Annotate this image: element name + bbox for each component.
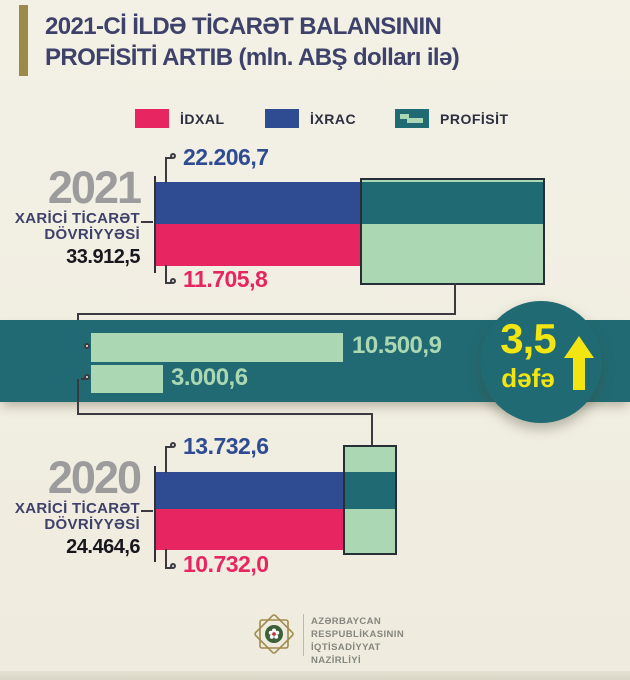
connector-2021-ixrac-v	[165, 158, 167, 183]
connector-profit2021-down	[454, 283, 456, 315]
legend-label-profisit: PROFİSİT	[440, 110, 509, 127]
page-title-line1: 2021-Cİ İLDƏ TİCARƏT BALANSININ	[45, 13, 442, 40]
ministry-name-line1: AZƏRBAYCAN	[311, 616, 382, 627]
page-title-line2: PROFİSİTİ ARTIB (mln. ABŞ dolları ilə)	[45, 44, 460, 71]
profit-value-2020: 3.000,6	[171, 364, 248, 391]
axis-2021	[154, 176, 156, 273]
axis-2020	[154, 466, 156, 562]
legend-item-idxal: İDXAL	[135, 109, 225, 128]
connector-profit2020-stub	[81, 378, 87, 380]
ministry-name-line4: NAZİRLİYİ	[311, 655, 362, 666]
bottom-strip	[0, 671, 630, 680]
year-column-2021: 2021 XARİCİ TİCARƏT DÖVRİYYƏSİ 33.912,5	[0, 162, 142, 269]
profit-band: 10.500,9 3.000,6	[0, 320, 630, 402]
value-2020-idxal: 10.732,0	[183, 551, 269, 577]
profit-overlay-2020-teal-band	[345, 472, 395, 509]
multiplier-badge: 3,5 dəfə	[480, 301, 602, 423]
connector-profit2020-across	[77, 413, 373, 415]
connector-dot-profit-2021	[84, 343, 90, 349]
connector-profit2020-drop	[77, 379, 79, 415]
profisit-glyph-small-bar	[400, 114, 409, 119]
value-2020-ixrac: 13.732,6	[183, 433, 269, 459]
year-column-2020: 2020 XARİCİ TİCARƏT DÖVRİYYƏSİ 24.464,6	[0, 452, 142, 559]
turnover-label-2020-line1: XARİCİ TİCARƏT	[14, 500, 140, 517]
connector-dot-2020-idxal	[170, 563, 176, 569]
profisit-glyph-long-bar	[407, 118, 423, 123]
value-2021-idxal: 11.705,8	[183, 266, 268, 292]
connector-dot-2020-ixrac	[170, 442, 176, 448]
profit-overlay-2021-teal-band	[362, 182, 543, 224]
idxal-swatch-icon	[135, 109, 169, 128]
connector-profit2020-down	[371, 413, 373, 447]
connector-2020-ixrac-v	[165, 447, 167, 473]
footer-divider	[303, 614, 304, 656]
legend-label-ixrac: İXRAC	[310, 110, 357, 127]
profit-value-2021: 10.500,9	[352, 332, 442, 359]
profit-overlay-2020	[343, 445, 397, 555]
bar-2021-idxal	[156, 224, 360, 266]
profisit-swatch-icon	[395, 109, 429, 128]
year-2020: 2020	[47, 452, 142, 503]
turnover-label-2021-line1: XARİCİ TİCARƏT	[14, 210, 140, 227]
label-dash-2021	[141, 221, 153, 223]
profit-bar-2020	[91, 365, 163, 393]
connector-profit2021-across	[77, 313, 456, 315]
connector-2021-ixrac-h	[165, 157, 172, 159]
legend-label-idxal: İDXAL	[180, 110, 225, 127]
ministry-name-line3: İQTİSADİYYAT	[311, 642, 381, 653]
value-2021-ixrac: 22.206,7	[183, 144, 269, 170]
connector-dot-profit-2020	[84, 374, 90, 380]
turnover-total-2021: 33.912,5	[66, 246, 140, 268]
title-accent-bar	[19, 5, 28, 76]
connector-2021-idxal-h	[165, 282, 172, 284]
connector-2020-idxal-h	[165, 567, 172, 569]
legend-item-ixrac: İXRAC	[265, 109, 356, 128]
up-arrow-icon	[564, 336, 594, 390]
ministry-emblem-icon	[254, 614, 294, 654]
turnover-label-2020-line2: DÖVRİYYƏSİ	[44, 516, 140, 533]
connector-dot-2021-idxal	[170, 278, 176, 284]
legend-item-profisit: PROFİSİT	[395, 109, 509, 128]
multiplier-unit: dəfə	[501, 363, 555, 393]
turnover-label-2021-line2: DÖVRİYYƏSİ	[44, 226, 140, 243]
connector-2021-idxal-v	[165, 265, 167, 284]
connector-2020-idxal-v	[165, 549, 167, 569]
year-2021: 2021	[47, 162, 142, 213]
connector-dot-2021-ixrac	[170, 153, 176, 159]
profit-overlay-2021	[360, 178, 545, 285]
bar-2020-idxal	[156, 509, 343, 550]
multiplier-value: 3,5	[500, 315, 556, 362]
connector-2020-ixrac-h	[165, 446, 172, 448]
page-title: 2021-Cİ İLDƏ TİCARƏT BALANSININ PROFİSİT…	[45, 11, 605, 73]
ministry-name-line2: RESPUBLİKASININ	[311, 629, 405, 640]
turnover-total-2020: 24.464,6	[66, 536, 140, 558]
profit-bar-2021	[91, 333, 343, 362]
ixrac-swatch-icon	[265, 109, 299, 128]
label-dash-2020	[141, 510, 153, 512]
ministry-name: AZƏRBAYCAN RESPUBLİKASININ İQTİSADİYYAT …	[311, 615, 404, 667]
